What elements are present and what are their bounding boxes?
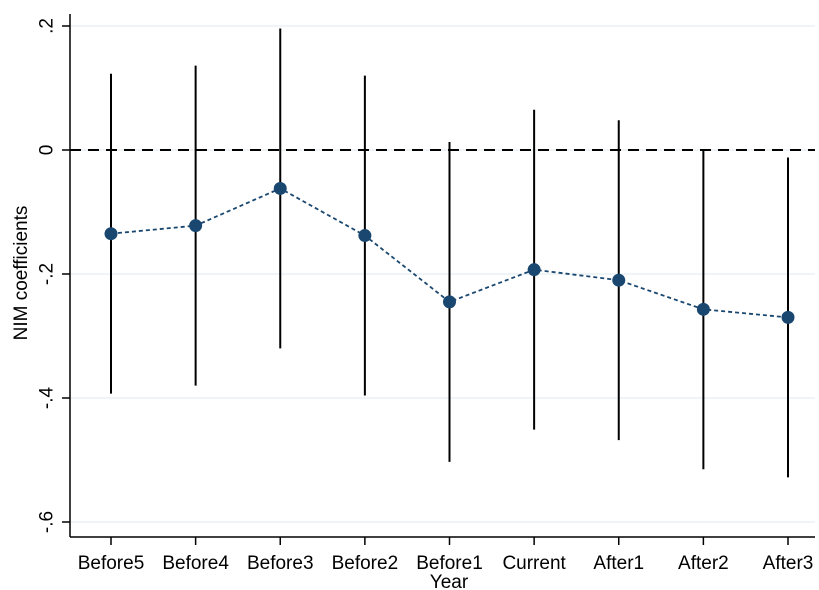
y-tick-label: .2 bbox=[37, 18, 58, 34]
coefficient-point-after2 bbox=[696, 302, 710, 316]
coefficient-point-after3 bbox=[781, 310, 795, 324]
x-tick-label-before3: Before3 bbox=[247, 553, 314, 574]
y-tick-label: -.4 bbox=[37, 386, 58, 409]
x-tick-label-before1: Before1 bbox=[416, 553, 483, 574]
x-tick-label-after1: After1 bbox=[593, 553, 644, 574]
y-tick-label: -.6 bbox=[37, 511, 58, 533]
coefficient-point-before4 bbox=[189, 219, 203, 233]
x-tick-label-before5: Before5 bbox=[78, 553, 145, 574]
coefficient-markers bbox=[104, 181, 795, 324]
coefficient-point-before5 bbox=[104, 227, 118, 241]
x-tick-label-before4: Before4 bbox=[162, 553, 229, 574]
coefficient-point-current bbox=[527, 263, 541, 277]
coefficient-point-after1 bbox=[612, 273, 626, 287]
y-axis-title: NIM coefficients bbox=[11, 206, 32, 341]
x-tick-label-before2: Before2 bbox=[332, 553, 399, 574]
axes bbox=[62, 14, 815, 545]
x-tick-label-after3: After3 bbox=[763, 553, 814, 574]
y-tick-label: -.2 bbox=[37, 263, 58, 285]
coefficient-point-before3 bbox=[273, 181, 287, 195]
x-tick-label-after2: After2 bbox=[678, 553, 729, 574]
y-tick-label: 0 bbox=[37, 145, 58, 156]
x-axis-title: Year bbox=[430, 572, 469, 590]
coefficient-point-before1 bbox=[443, 295, 456, 309]
x-tick-label-current: Current bbox=[502, 553, 566, 574]
tick-labels: .2 0 -.2 -.4 -.6 Before5 Before4 Before3 Before2… bbox=[37, 18, 814, 574]
confidence-intervals bbox=[110, 28, 789, 478]
coefficient-point-before2 bbox=[358, 229, 372, 243]
